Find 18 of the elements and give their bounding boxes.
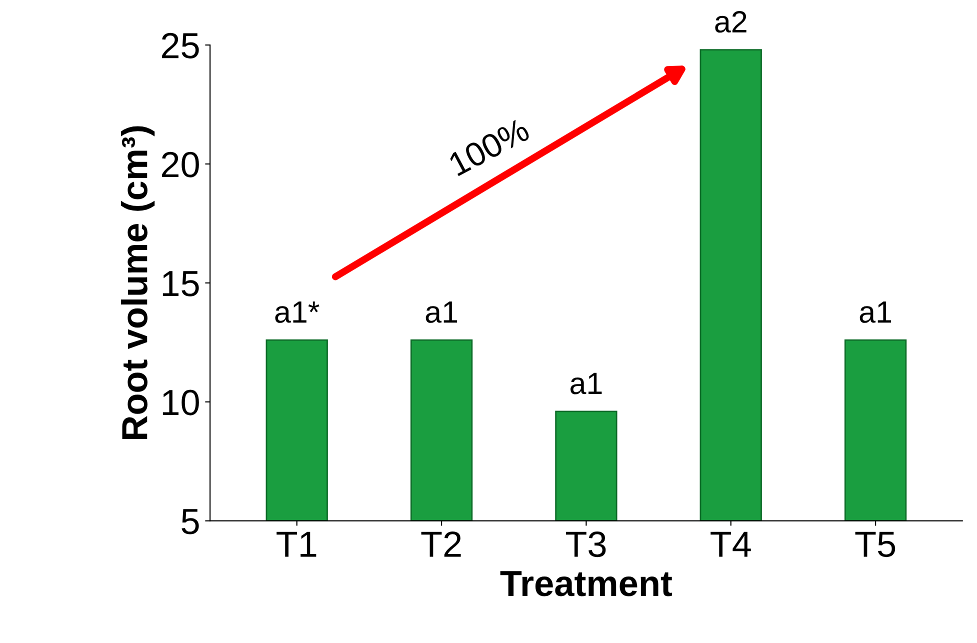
x-tick-label: T3 — [566, 532, 606, 558]
y-tick-label: 15 — [162, 271, 199, 296]
x-axis-title: Treatment — [500, 571, 672, 596]
y-tick-label: 5 — [182, 509, 199, 534]
y-tick-label: 20 — [162, 152, 199, 178]
y-axis-title: Root volume (cm³) — [120, 126, 155, 439]
x-tick-label: T5 — [855, 532, 896, 558]
annotation: a2 — [715, 10, 746, 33]
x-tick-label: T1 — [276, 532, 316, 557]
annotation: 100% — [448, 117, 531, 176]
x-tick-label: T2 — [421, 532, 461, 557]
annotation: a1* — [275, 302, 320, 323]
x-tick-label: T4 — [710, 532, 751, 557]
y-tick-label: 25 — [162, 32, 199, 58]
annotation: a1 — [426, 302, 458, 323]
y-tick-label: 10 — [162, 390, 199, 416]
annotation: a1 — [860, 302, 892, 323]
annotation: a1 — [570, 372, 602, 394]
